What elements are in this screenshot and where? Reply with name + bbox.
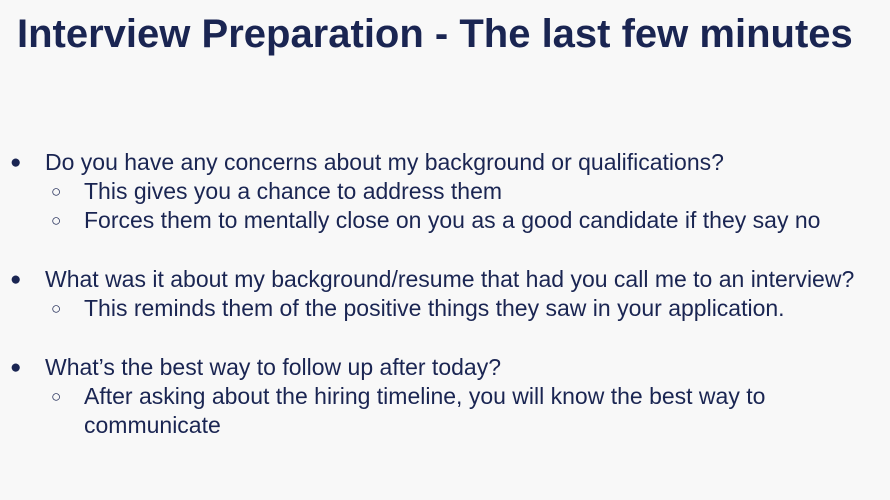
sub-bullet-address: ○ This gives you a chance to address the… — [0, 177, 890, 206]
sub-bullet-reminds: ○ This reminds them of the positive thin… — [0, 294, 890, 323]
sub-bullet-text: This gives you a chance to address them — [84, 178, 503, 204]
bullet-dot-icon: ● — [10, 357, 22, 378]
bullet-dot-icon: ● — [10, 152, 22, 173]
sub-bullet-text: Forces them to mentally close on you as … — [84, 207, 821, 233]
sub-bullet-circle-icon: ○ — [51, 299, 62, 318]
bullet-text: Do you have any concerns about my backgr… — [45, 149, 724, 175]
sub-bullet-circle-icon: ○ — [51, 387, 62, 406]
sub-bullet-timeline: ○ After asking about the hiring timeline… — [0, 382, 890, 440]
bullet-text: What was it about my background/resume t… — [45, 266, 855, 292]
slide-title: Interview Preparation - The last few min… — [17, 12, 853, 56]
bullet-concerns: ● Do you have any concerns about my back… — [0, 148, 890, 235]
slide-body: ● Do you have any concerns about my back… — [0, 148, 890, 470]
sub-bullet-text: This reminds them of the positive things… — [84, 295, 785, 321]
sub-bullet-circle-icon: ○ — [51, 211, 62, 230]
bullet-follow-up: ● What’s the best way to follow up after… — [0, 353, 890, 440]
sub-bullet-close: ○ Forces them to mentally close on you a… — [0, 206, 890, 235]
sub-bullet-text: After asking about the hiring timeline, … — [84, 383, 766, 438]
bullet-background-resume: ● What was it about my background/resume… — [0, 265, 890, 323]
bullet-text: What’s the best way to follow up after t… — [45, 354, 501, 380]
bullet-dot-icon: ● — [10, 269, 22, 290]
sub-bullet-circle-icon: ○ — [51, 182, 62, 201]
